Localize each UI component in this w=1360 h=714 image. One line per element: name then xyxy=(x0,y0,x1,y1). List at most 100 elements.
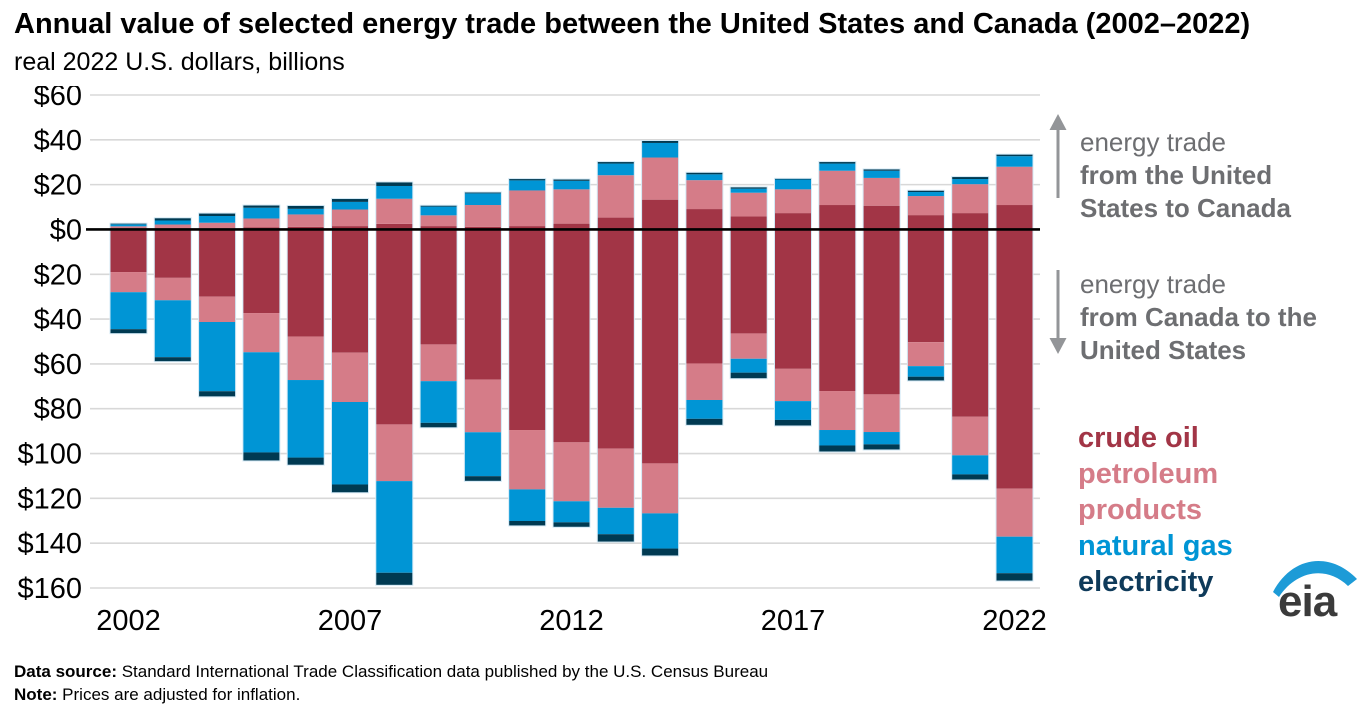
bar-segment xyxy=(154,300,192,358)
bar-segment xyxy=(375,481,413,573)
bar-segment xyxy=(863,444,901,450)
bar-segment xyxy=(641,199,679,230)
bar-segment xyxy=(951,416,989,456)
bar-segment xyxy=(198,229,236,297)
svg-text:$20: $20 xyxy=(34,170,82,202)
bar-segment xyxy=(287,226,325,230)
svg-text:$120: $120 xyxy=(17,483,82,515)
bar-segment xyxy=(242,207,280,219)
bar-segment xyxy=(818,391,856,431)
bar-segment xyxy=(818,229,856,392)
bar-segment xyxy=(951,474,989,480)
note-text: Prices are adjusted for inflation. xyxy=(57,685,301,704)
chart-svg: $60 $40 $20 $0 $20 $40 $60 $80 $100 $120 $140 $160 2… xyxy=(17,80,1046,637)
bar-segment xyxy=(863,168,901,171)
bar-segment xyxy=(154,277,192,301)
bar-segment xyxy=(242,218,280,228)
bar-segment xyxy=(641,548,679,556)
data-source-line: Data source: Standard International Trad… xyxy=(14,660,768,683)
bar-segment xyxy=(242,205,280,208)
bar-segment xyxy=(508,229,546,431)
bar-segment xyxy=(951,179,989,185)
bar-segment xyxy=(242,452,280,461)
bar-segment xyxy=(331,201,369,210)
bar-segment xyxy=(730,216,768,230)
bar-segment xyxy=(287,205,325,209)
legend-item-natural-gas: natural gas xyxy=(1078,530,1233,562)
arrow-down-icon xyxy=(1049,270,1067,354)
bar-segment xyxy=(907,376,945,381)
bar-segment xyxy=(685,229,723,364)
annotation-canada-to-us: energy trade from Canada to the United S… xyxy=(1080,268,1360,367)
bar-segment xyxy=(641,157,679,200)
bar-segment xyxy=(818,170,856,206)
bar-segment xyxy=(464,192,502,194)
bar-segment xyxy=(287,380,325,458)
bar-segment xyxy=(996,573,1033,582)
svg-text:2002: 2002 xyxy=(96,605,161,637)
bar-segment xyxy=(996,536,1033,574)
bar-segment xyxy=(774,178,812,180)
bar-segment xyxy=(464,432,502,477)
legend: crude oil petroleum products natural gas el… xyxy=(1078,420,1298,600)
bar-segment xyxy=(331,484,369,493)
bar-segment xyxy=(375,424,413,482)
svg-text:2017: 2017 xyxy=(761,605,826,637)
bar-segment xyxy=(287,457,325,466)
bar-segment xyxy=(375,572,413,586)
bar-segment xyxy=(464,193,502,206)
bar-segment xyxy=(863,170,901,178)
bar-segment xyxy=(907,215,945,230)
bar-segment xyxy=(420,206,458,216)
bar-segment xyxy=(110,229,147,273)
bar-segment xyxy=(110,224,147,227)
bar-segment xyxy=(110,292,147,330)
bar-segment xyxy=(242,229,280,314)
bar-segment xyxy=(331,226,369,230)
bar-segment xyxy=(597,217,635,230)
footer: Data source: Standard International Trad… xyxy=(14,660,768,706)
bar-segment xyxy=(996,156,1033,167)
chart-subtitle: real 2022 U.S. dollars, billions xyxy=(14,48,345,76)
bar-segment xyxy=(110,272,147,293)
bar-segment xyxy=(818,161,856,164)
bar-segment xyxy=(685,363,723,400)
bar-segment xyxy=(375,185,413,199)
bar-segment xyxy=(685,418,723,426)
bar-segment xyxy=(287,336,325,381)
bar-segment xyxy=(597,229,635,449)
bar-segment xyxy=(774,419,812,426)
arrow-up-icon xyxy=(1049,114,1067,198)
bar-segment xyxy=(331,229,369,353)
bar-segment xyxy=(641,513,679,549)
bar-segment xyxy=(375,198,413,224)
svg-text:$0: $0 xyxy=(50,214,82,246)
bar-segment xyxy=(553,501,590,523)
eia-logo-text: eia xyxy=(1278,577,1338,622)
bar-segment xyxy=(996,488,1033,537)
bar-segment xyxy=(907,366,945,377)
bar-segment xyxy=(508,190,546,227)
bar-segment xyxy=(774,189,812,214)
bar-segment xyxy=(685,174,723,181)
bar-segment xyxy=(730,372,768,379)
bar-segment xyxy=(685,209,723,230)
bar-segment xyxy=(198,213,236,217)
bar-segment xyxy=(154,229,192,278)
bar-segment xyxy=(863,432,901,445)
bar-segment xyxy=(863,229,901,395)
bar-segment xyxy=(464,226,502,230)
bar-segment xyxy=(154,224,192,229)
data-source-label: Data source: xyxy=(14,662,117,681)
bar-segment xyxy=(730,358,768,373)
chart-area: $60 $40 $20 $0 $20 $40 $60 $80 $100 $120 $140 $160 2… xyxy=(0,80,1070,646)
svg-text:$80: $80 xyxy=(34,394,82,426)
bar-segment xyxy=(242,313,280,353)
bar-segment xyxy=(597,507,635,535)
bar-segment xyxy=(951,455,989,475)
bar-segment xyxy=(685,180,723,210)
bar-segment xyxy=(420,229,458,345)
bar-segment xyxy=(420,344,458,382)
svg-text:2012: 2012 xyxy=(539,605,604,637)
bar-segment xyxy=(420,215,458,227)
